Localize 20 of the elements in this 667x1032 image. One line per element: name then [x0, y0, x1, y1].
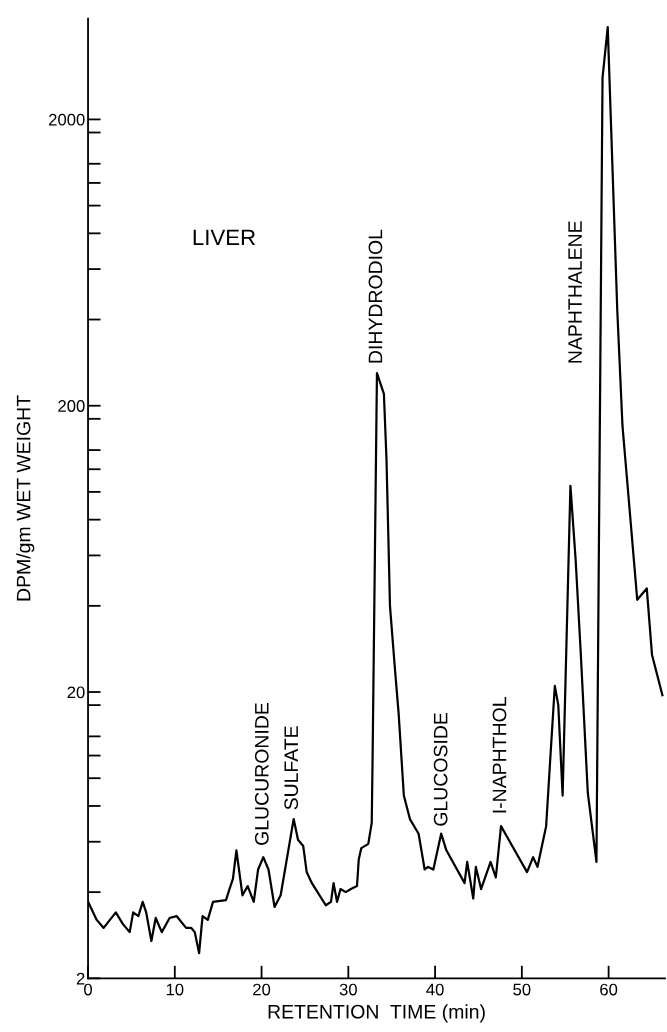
x-axis-title: RETENTION TIME (min): [268, 1004, 485, 1023]
annotation: NAPHTHALENE: [568, 221, 582, 363]
x-tick-label: 50: [513, 983, 531, 996]
annotation: LIVER: [193, 229, 256, 246]
annotation: SULFATE: [284, 726, 299, 810]
x-tick-label: 60: [600, 983, 618, 996]
x-tick-label: 0: [84, 983, 93, 996]
annotation: I-NAPHTHOL: [492, 697, 507, 813]
annotation: DIHYDRODIOL: [368, 229, 383, 363]
y-tick-label: 20: [67, 686, 85, 699]
y-tick-label: 2000: [49, 113, 85, 126]
annotation: GLUCOSIDE: [433, 713, 448, 826]
y-tick-label: 200: [58, 400, 85, 412]
x-tick-label: 30: [339, 983, 357, 996]
x-tick-label: 20: [253, 983, 271, 996]
x-tick-label: 10: [166, 983, 184, 996]
y-tick-label: 2: [76, 972, 85, 985]
annotation: GLUCURONIDE: [254, 703, 269, 845]
y-axis-title: DPM/gm WET WEIGHT: [16, 395, 35, 601]
x-tick-label: 40: [426, 983, 444, 996]
